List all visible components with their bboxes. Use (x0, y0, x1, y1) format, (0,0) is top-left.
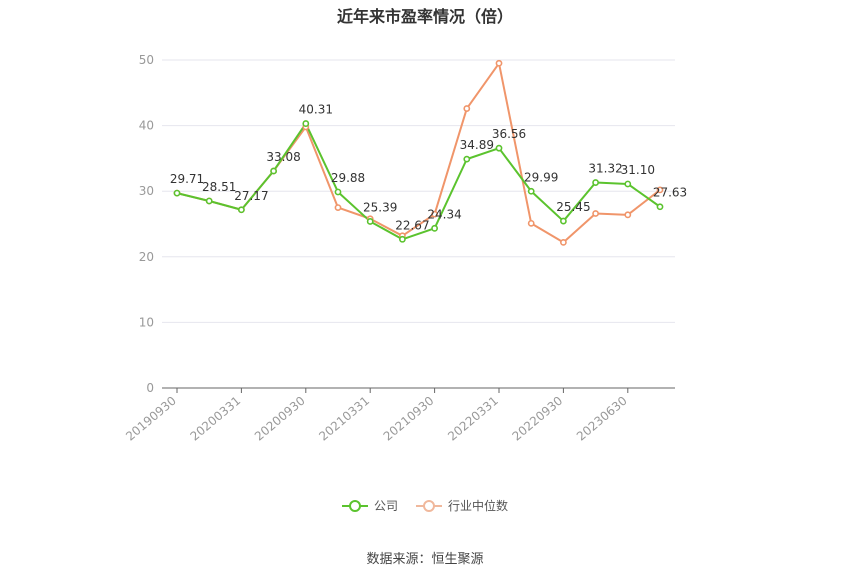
y-tick-label: 30 (139, 184, 154, 198)
data-point-company (560, 217, 567, 225)
data-point-company (302, 120, 310, 127)
data-label-company: 24.34 (427, 207, 461, 221)
data-label-company: 29.71 (170, 172, 204, 186)
data-point-company (463, 155, 471, 163)
data-point-company (334, 188, 342, 196)
legend-label-company: 公司 (373, 499, 398, 513)
data-point-industry (527, 219, 535, 227)
series-line-industry (176, 62, 661, 244)
y-tick-label: 10 (139, 315, 154, 329)
data-point-industry (431, 210, 438, 218)
legend-marker-company (341, 499, 368, 512)
data-label-company: 31.32 (588, 162, 622, 176)
x-tick-label: 20200331 (188, 394, 244, 444)
data-point-company (527, 187, 535, 195)
chart-title: 近年来市盈率情况（倍） (336, 7, 513, 26)
x-tick-label: 20210331 (316, 394, 372, 444)
legend-item-industry[interactable]: 行业中位数 (416, 497, 508, 514)
data-label-company: 25.39 (363, 200, 397, 214)
data-label-company: 29.99 (524, 170, 558, 184)
data-point-company (237, 206, 245, 214)
y-tick-label: 50 (139, 53, 154, 67)
data-label-company: 27.17 (234, 189, 268, 203)
y-tick-label: 20 (139, 250, 154, 264)
data-label-company: 40.31 (299, 103, 333, 117)
data-point-company (398, 235, 406, 243)
data-label-company: 34.89 (460, 138, 494, 152)
y-tick-label: 40 (139, 119, 154, 133)
data-point-industry (624, 211, 632, 219)
data-point-company (592, 179, 599, 186)
legend-label-industry: 行业中位数 (448, 499, 509, 513)
data-point-company (366, 218, 374, 225)
legend-marker-industry (416, 499, 442, 512)
data-label-company: 22.67 (395, 218, 429, 232)
data-point-company (656, 203, 664, 211)
data-label-company: 25.45 (556, 200, 590, 214)
data-point-company (495, 144, 503, 152)
x-tick-label: 20230630 (574, 394, 630, 444)
data-point-industry (560, 238, 567, 246)
x-tick-label: 20200930 (252, 394, 308, 444)
data-label-company: 33.08 (266, 150, 300, 164)
data-point-industry (495, 59, 503, 67)
y-tick-label: 0 (146, 381, 154, 395)
x-tick-label: 20220930 (510, 394, 566, 444)
data-label-company: 31.10 (621, 163, 655, 177)
data-point-company (624, 180, 632, 188)
data-label-company: 29.88 (331, 171, 365, 185)
series-line-company (176, 122, 661, 241)
data-label-company: 27.63 (653, 186, 687, 200)
data-point-industry (463, 105, 471, 112)
chart-legend: 公司 行业中位数 (0, 497, 850, 514)
legend-item-company[interactable]: 公司 (341, 497, 398, 514)
x-tick-label: 20210930 (381, 394, 437, 444)
data-point-industry (334, 204, 342, 211)
data-point-company (431, 224, 438, 232)
data-point-company (205, 197, 213, 205)
data-point-industry (656, 186, 664, 194)
x-tick-label: 20190930 (123, 394, 179, 444)
data-point-company (270, 167, 277, 175)
x-tick-label: 20220331 (445, 394, 501, 444)
data-label-company: 36.56 (492, 127, 526, 141)
data-label-company: 28.51 (202, 180, 236, 194)
data-point-industry (592, 210, 599, 217)
data-source: 数据来源：恒生聚源 (366, 552, 484, 567)
data-point-company (173, 189, 181, 197)
